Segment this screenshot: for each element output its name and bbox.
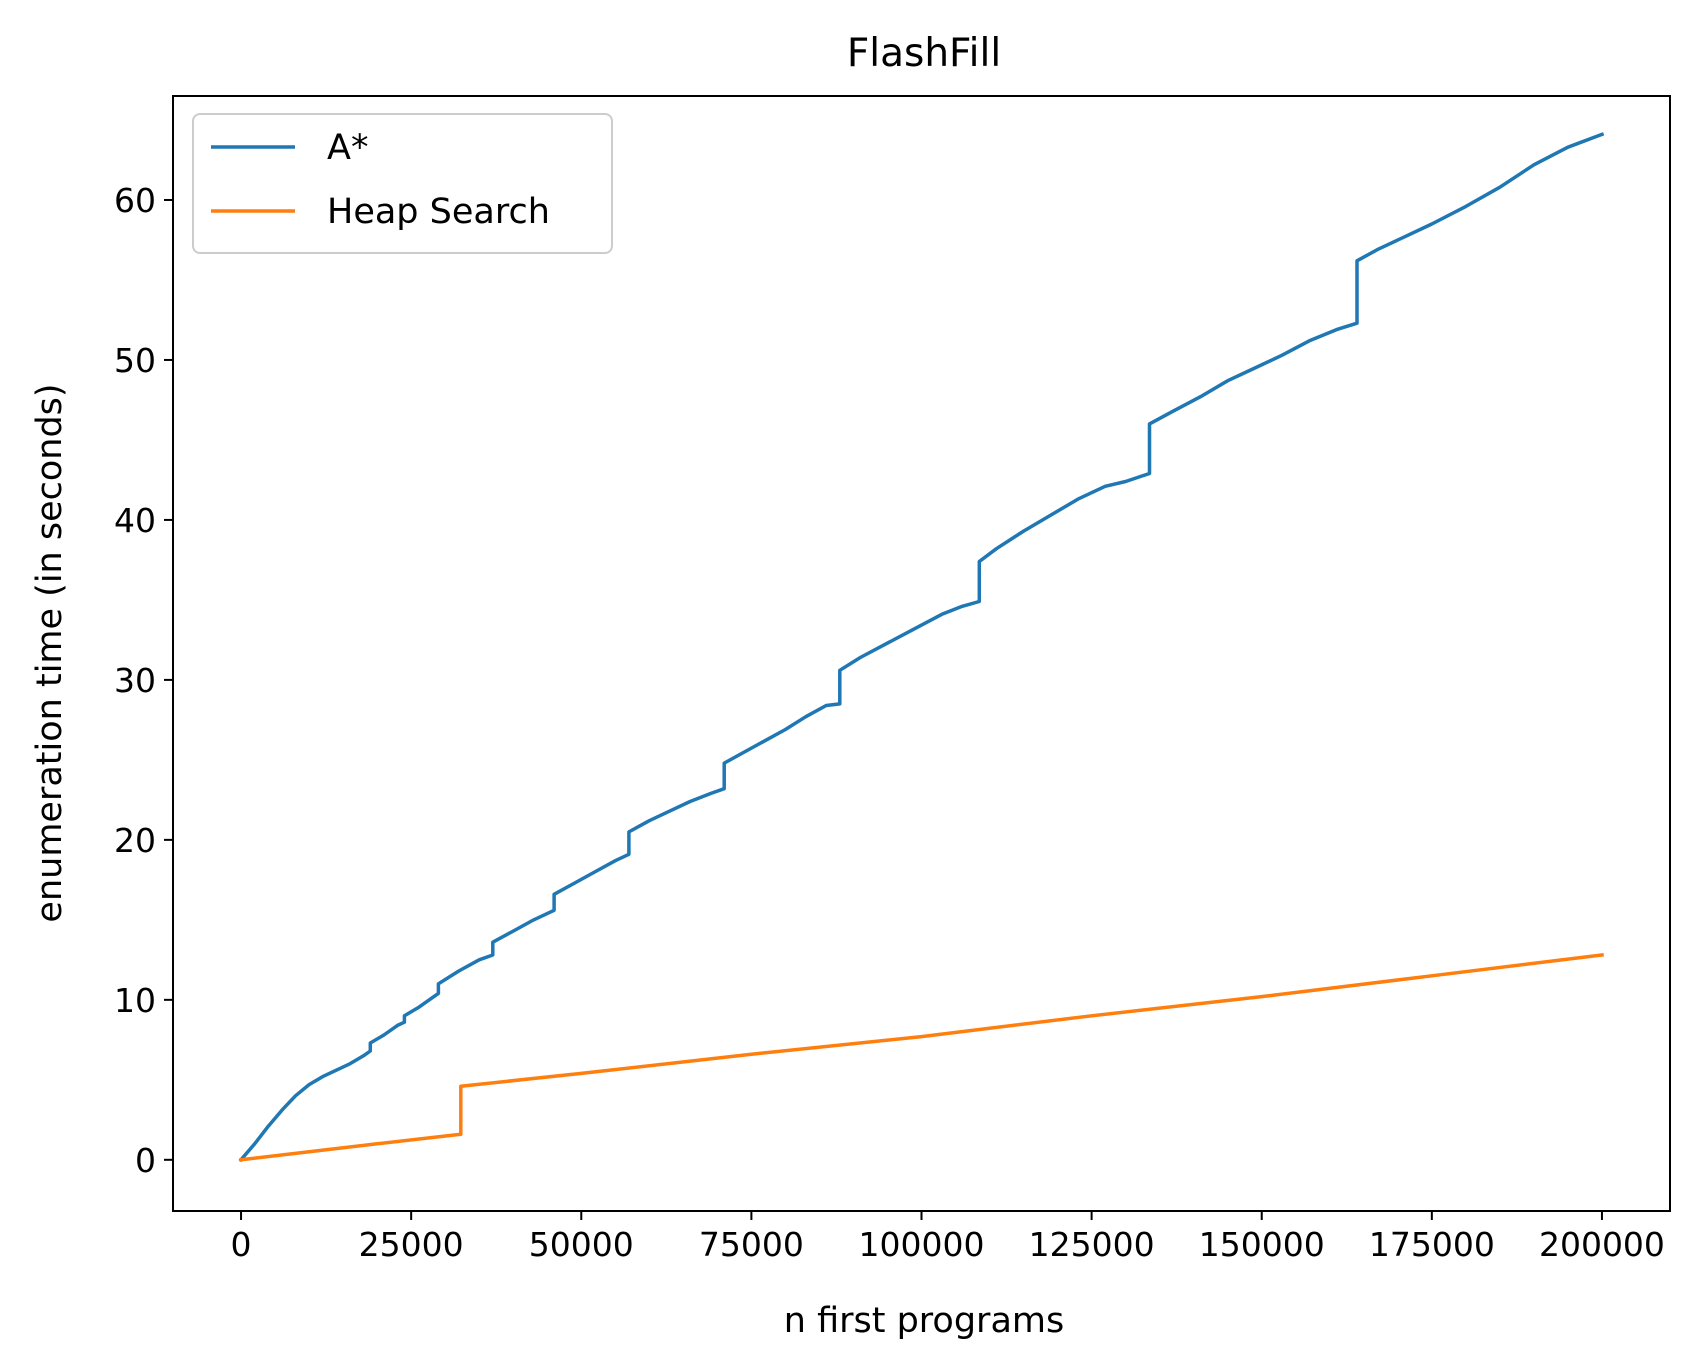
x-tick-label: 175000 [1369, 1225, 1495, 1264]
y-tick-label: 60 [114, 181, 156, 220]
x-tick-label: 50000 [529, 1225, 634, 1264]
series-line-heap-search [239, 953, 1604, 1162]
legend-frame [192, 113, 613, 254]
legend-label-a-star: A* [327, 128, 368, 168]
x-tick-label: 0 [231, 1225, 252, 1264]
y-axis-ticks: 0 10 20 30 40 50 60 [114, 181, 173, 1180]
y-tick-label: 0 [135, 1141, 156, 1180]
y-tick-label: 40 [114, 501, 156, 540]
x-tick-label: 25000 [359, 1225, 464, 1264]
y-tick-label: 20 [114, 821, 156, 860]
x-tick-label: 125000 [1029, 1225, 1155, 1264]
series-lines [238, 132, 1605, 1163]
plot-area-frame [172, 95, 1671, 1212]
y-tick-label: 30 [114, 661, 156, 700]
legend-items: A* Heap Search [211, 128, 550, 232]
x-tick-label: 200000 [1539, 1225, 1665, 1264]
chart-title: FlashFill [847, 31, 1001, 76]
legend: A* Heap Search [192, 113, 613, 254]
y-axis-label: enumeration time (in seconds) [30, 383, 70, 922]
series-line-a-star [238, 132, 1605, 1163]
y-tick-label: 10 [114, 981, 156, 1020]
x-tick-label: 100000 [859, 1225, 985, 1264]
x-axis-ticks: 0 25000 50000 75000 100000 125000 150000 175000… [231, 1211, 1665, 1264]
x-tick-label: 150000 [1199, 1225, 1325, 1264]
y-tick-label: 50 [114, 341, 156, 380]
legend-label-heap-search: Heap Search [327, 192, 550, 232]
x-tick-label: 75000 [699, 1225, 804, 1264]
x-axis-label: n first programs [784, 1301, 1064, 1341]
